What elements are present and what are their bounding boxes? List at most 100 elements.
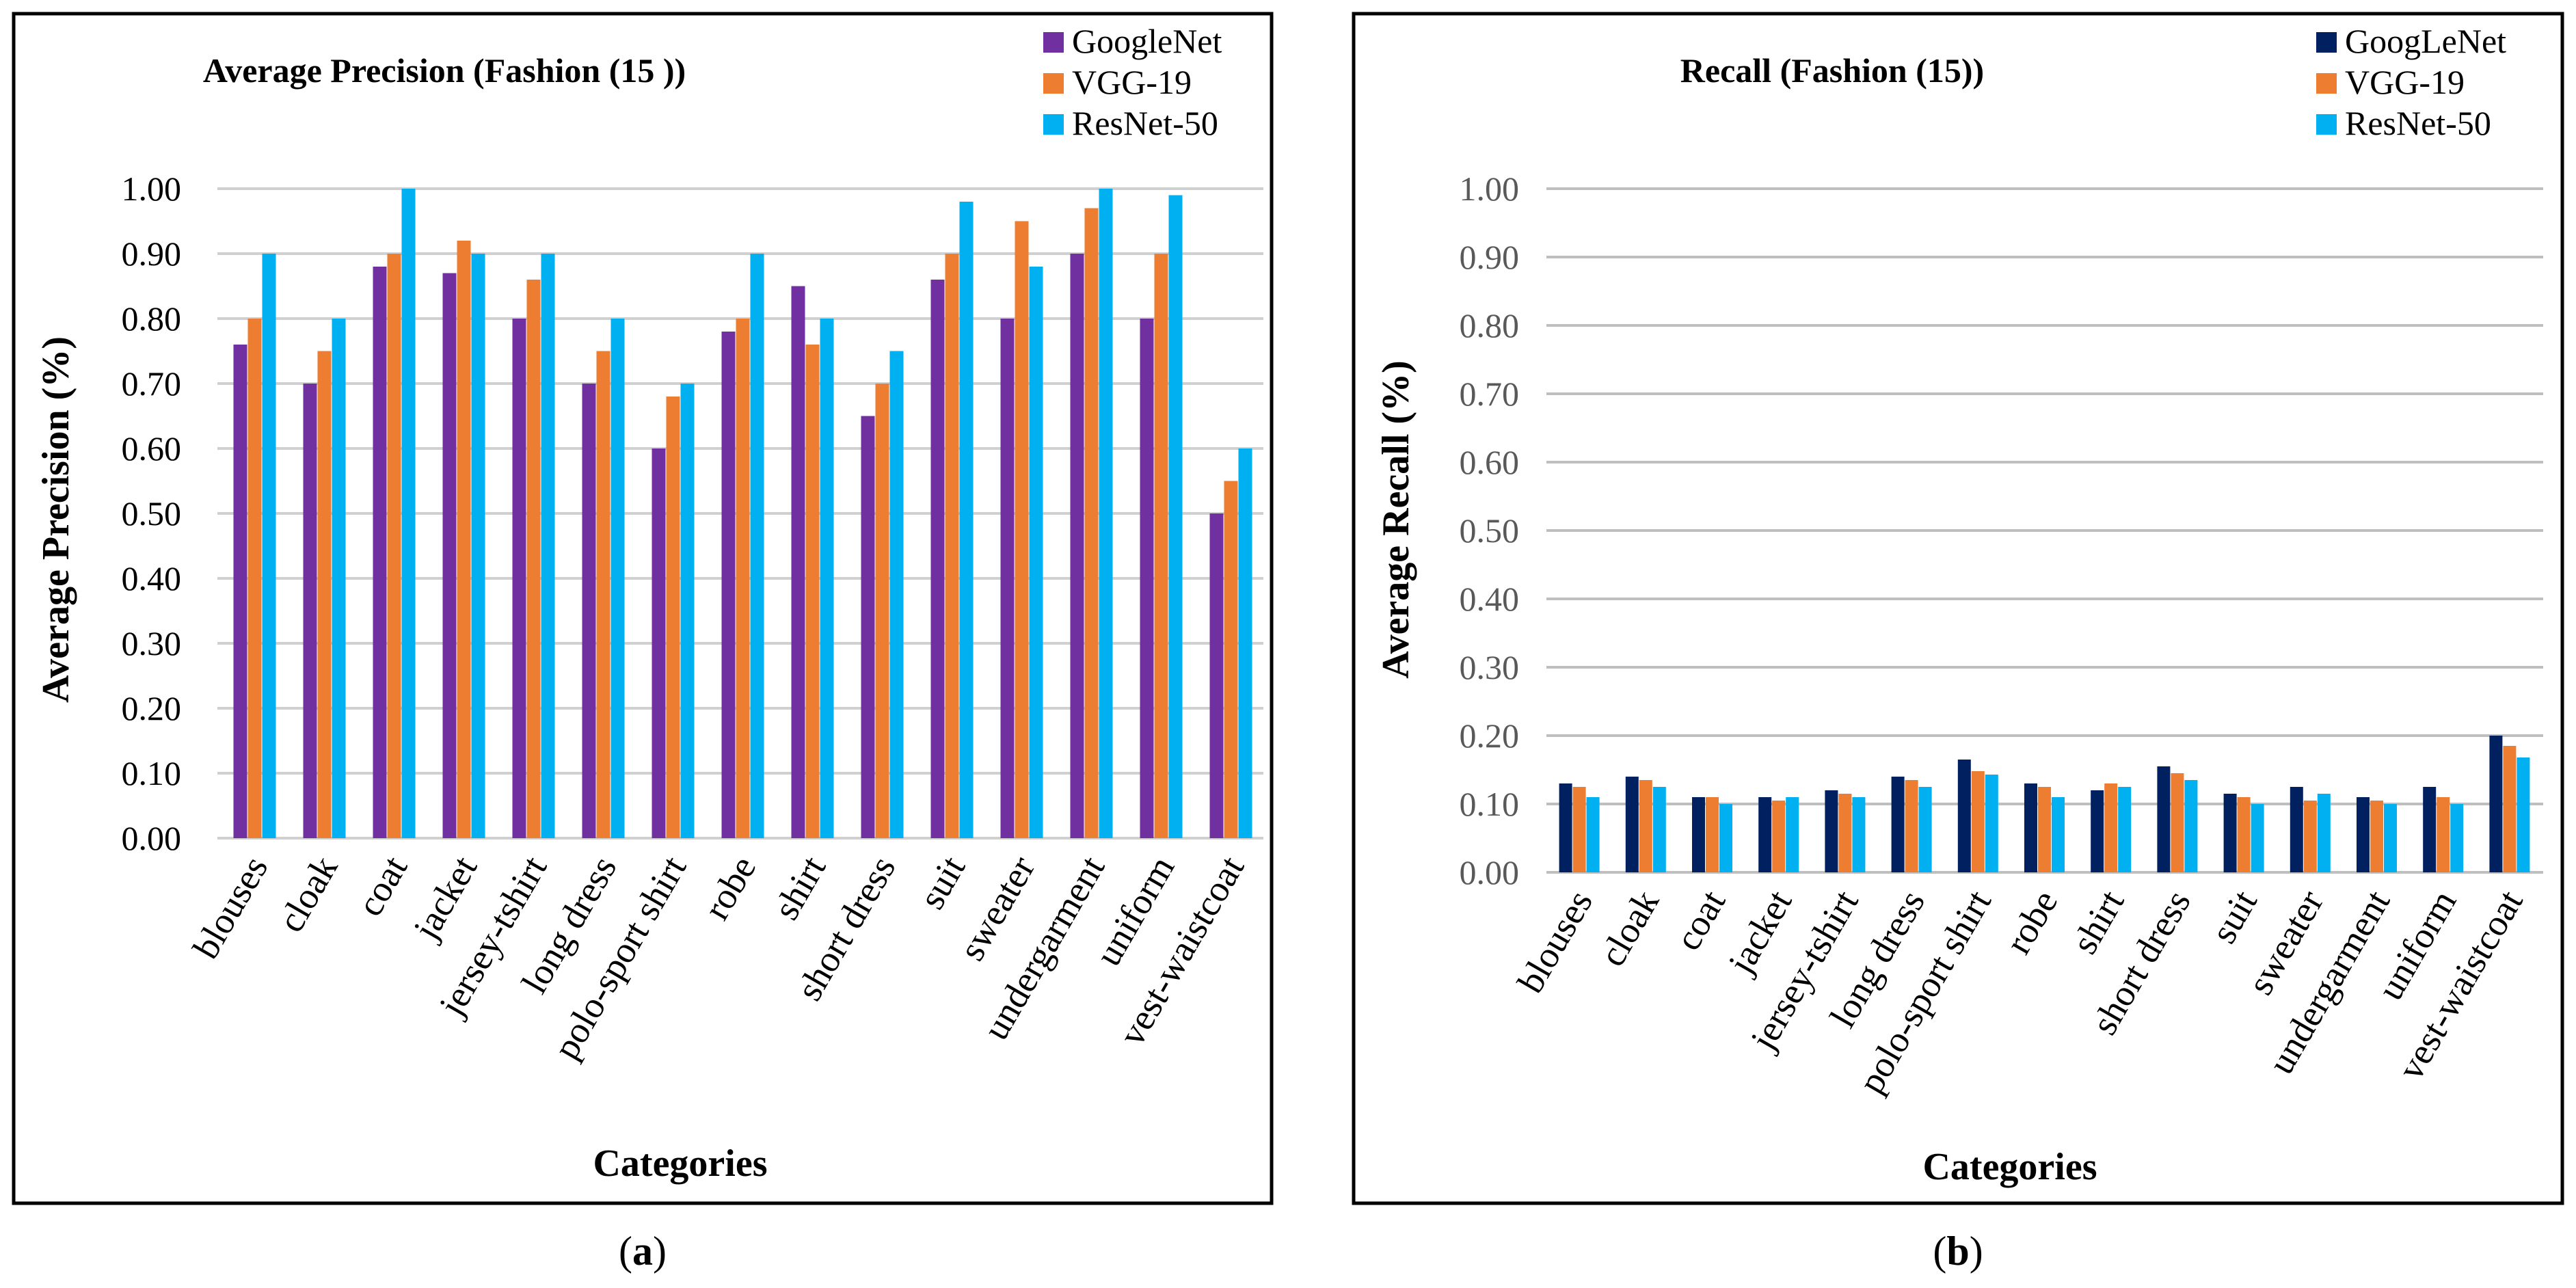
bar-vgg-19-coat xyxy=(1706,797,1719,872)
y-tick-label: 0.00 xyxy=(1460,853,1520,891)
bar-googlenet-shirt xyxy=(2091,790,2104,872)
bar-googlenet-coat xyxy=(373,267,387,838)
bar-resnet-50-jersey-tshirt xyxy=(541,254,555,838)
bar-googlenet-uniform xyxy=(2423,787,2437,872)
legend-label: VGG-19 xyxy=(1072,63,1192,101)
bar-resnet-50-suit xyxy=(959,202,974,838)
bar-resnet-50-jacket xyxy=(471,254,485,838)
bar-vgg-19-uniform xyxy=(2437,797,2450,872)
bar-resnet-50-long-dress xyxy=(1918,787,1932,872)
y-tick-label: 0.40 xyxy=(122,559,182,598)
bar-vgg-19-blouses xyxy=(1572,787,1586,872)
legend-label: ResNet-50 xyxy=(2345,104,2491,142)
y-tick-label: 0.60 xyxy=(1460,443,1520,481)
bar-googlenet-uniform xyxy=(1140,319,1154,838)
y-tick-label: 0.00 xyxy=(122,819,182,857)
y-tick-label: 0.10 xyxy=(122,754,182,792)
bar-googlenet-polo-sport-shirt xyxy=(652,448,666,838)
legend-swatch xyxy=(2316,114,2337,135)
bar-googlenet-undergarment xyxy=(2357,797,2370,872)
bar-vgg-19-vest-waistcoat xyxy=(2503,746,2517,872)
bar-vgg-19-vest-waistcoat xyxy=(1224,481,1238,838)
panel-b-caption-letter: b xyxy=(1946,1229,1969,1274)
legend-label: VGG-19 xyxy=(2345,63,2465,101)
bar-resnet-50-blouses xyxy=(1586,797,1600,872)
panel-b-title: Recall (Fashion (15)) xyxy=(1680,51,1984,90)
bar-vgg-19-jersey-tshirt xyxy=(1838,794,1852,872)
legend-swatch xyxy=(1043,114,1064,135)
legend-swatch xyxy=(1043,73,1064,94)
bar-vgg-19-polo-sport-shirt xyxy=(1971,771,1985,872)
bar-googlenet-cloak xyxy=(303,384,317,838)
bar-googlenet-cloak xyxy=(1625,777,1639,872)
bar-resnet-50-suit xyxy=(2251,804,2264,872)
panel-a-caption-letter: a xyxy=(632,1229,653,1274)
bar-resnet-50-undergarment xyxy=(1099,189,1113,838)
y-tick-label: 0.40 xyxy=(1460,580,1520,618)
bar-resnet-50-coat xyxy=(1719,804,1732,872)
bar-googlenet-short-dress xyxy=(2157,766,2171,872)
legend-label: ResNet-50 xyxy=(1072,104,1218,142)
bar-vgg-19-jersey-tshirt xyxy=(526,280,541,838)
bar-resnet-50-uniform xyxy=(1168,195,1183,838)
bar-googlenet-blouses xyxy=(1559,783,1572,872)
legend-label: GoogLeNet xyxy=(2345,22,2506,60)
bar-googlenet-jersey-tshirt xyxy=(512,319,526,838)
bar-resnet-50-short-dress xyxy=(889,351,904,838)
bar-vgg-19-shirt xyxy=(805,345,820,838)
bar-vgg-19-sweater xyxy=(1015,221,1029,838)
y-tick-label: 0.90 xyxy=(1460,238,1520,276)
panel-b: Recall (Fashion (15)) Average Recall (%)… xyxy=(1352,12,2564,1205)
bar-googlenet-robe xyxy=(2024,783,2037,872)
y-tick-label: 0.80 xyxy=(1460,306,1520,345)
bar-vgg-19-robe xyxy=(736,319,750,838)
bar-resnet-50-shirt xyxy=(820,319,834,838)
bar-resnet-50-polo-sport-shirt xyxy=(680,384,695,838)
y-tick-label: 0.20 xyxy=(122,689,182,727)
panel-b-caption: (b) xyxy=(1933,1229,1983,1274)
bar-resnet-50-cloak xyxy=(332,319,346,838)
bar-resnet-50-sweater xyxy=(2317,794,2331,872)
bar-googlenet-polo-sport-shirt xyxy=(1957,760,1971,872)
bar-vgg-19-undergarment xyxy=(1084,208,1099,838)
bar-googlenet-robe xyxy=(721,332,736,838)
y-tick-label: 0.80 xyxy=(122,299,182,338)
y-tick-label: 0.30 xyxy=(1460,648,1520,686)
panel-a: Average Precision (Fashion (15 )) Averag… xyxy=(12,12,1274,1205)
bar-googlenet-short-dress xyxy=(861,416,875,838)
y-tick-label: 1.00 xyxy=(122,170,182,208)
bar-resnet-50-undergarment xyxy=(2384,804,2397,872)
bar-vgg-19-suit xyxy=(2237,797,2251,872)
panel-a-title: Average Precision (Fashion (15 )) xyxy=(203,51,686,90)
panel-a-xlabel: Categories xyxy=(593,1142,767,1185)
bar-googlenet-sweater xyxy=(1000,319,1015,838)
bar-googlenet-suit xyxy=(930,280,945,838)
bar-googlenet-shirt xyxy=(791,286,805,838)
legend-swatch xyxy=(2316,32,2337,53)
y-tick-label: 0.10 xyxy=(1460,785,1520,823)
bar-resnet-50-vest-waistcoat xyxy=(1238,448,1252,838)
y-tick-label: 0.60 xyxy=(122,429,182,468)
bar-vgg-19-robe xyxy=(2038,787,2051,872)
bar-resnet-50-jersey-tshirt xyxy=(1852,797,1866,872)
bar-resnet-50-shirt xyxy=(2118,787,2132,872)
y-tick-label: 0.50 xyxy=(1460,511,1520,550)
bar-resnet-50-cloak xyxy=(1652,787,1666,872)
y-tick-label: 0.50 xyxy=(122,494,182,533)
panel-a-ylabel: Average Precision (%) xyxy=(35,336,77,703)
bar-resnet-50-coat xyxy=(401,189,416,838)
bar-vgg-19-short-dress xyxy=(2171,773,2184,872)
bar-googlenet-long-dress xyxy=(1891,777,1905,872)
bar-googlenet-jersey-tshirt xyxy=(1825,790,1838,872)
bar-resnet-50-jacket xyxy=(1786,797,1799,872)
bar-vgg-19-long-dress xyxy=(596,351,611,838)
bar-vgg-19-suit xyxy=(945,254,959,838)
panel-a-frame xyxy=(12,12,1274,1205)
y-tick-label: 0.30 xyxy=(122,624,182,662)
y-tick-label: 0.90 xyxy=(122,234,182,273)
bar-googlenet-vest-waistcoat xyxy=(1209,513,1224,838)
bar-googlenet-jacket xyxy=(442,273,457,838)
